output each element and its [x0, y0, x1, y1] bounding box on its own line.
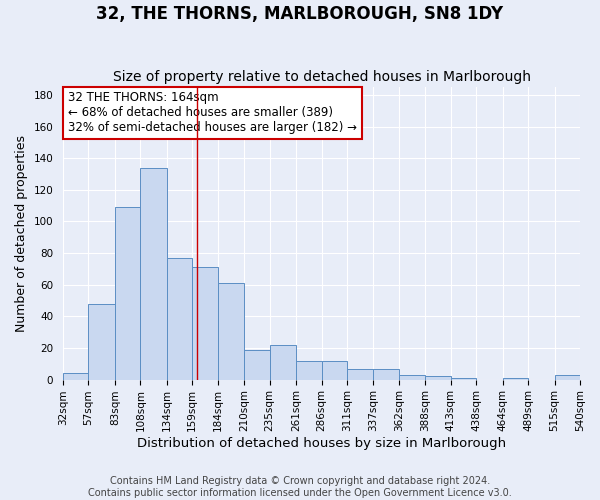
Bar: [167, 258, 192, 380]
Text: 32 THE THORNS: 164sqm
← 68% of detached houses are smaller (389)
32% of semi-det: 32 THE THORNS: 164sqm ← 68% of detached …: [68, 92, 357, 134]
Bar: [451, 378, 476, 380]
Bar: [322, 360, 347, 380]
Bar: [269, 345, 296, 380]
Bar: [296, 360, 322, 380]
Y-axis label: Number of detached properties: Number of detached properties: [15, 135, 28, 332]
Bar: [218, 283, 244, 380]
Bar: [63, 374, 88, 380]
Bar: [140, 168, 167, 380]
Bar: [554, 375, 580, 380]
Bar: [115, 207, 140, 380]
Text: 32, THE THORNS, MARLBOROUGH, SN8 1DY: 32, THE THORNS, MARLBOROUGH, SN8 1DY: [97, 5, 503, 23]
Bar: [503, 378, 528, 380]
Bar: [88, 304, 115, 380]
Bar: [347, 368, 373, 380]
Bar: [244, 350, 269, 380]
Bar: [425, 376, 451, 380]
Bar: [373, 368, 399, 380]
Bar: [399, 375, 425, 380]
Title: Size of property relative to detached houses in Marlborough: Size of property relative to detached ho…: [113, 70, 530, 85]
Text: Contains HM Land Registry data © Crown copyright and database right 2024.
Contai: Contains HM Land Registry data © Crown c…: [88, 476, 512, 498]
Bar: [192, 268, 218, 380]
X-axis label: Distribution of detached houses by size in Marlborough: Distribution of detached houses by size …: [137, 437, 506, 450]
